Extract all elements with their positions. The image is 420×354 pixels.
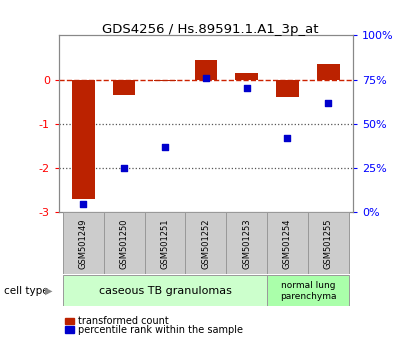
FancyBboxPatch shape [267,212,308,274]
Text: normal lung
parenchyma: normal lung parenchyma [280,281,336,301]
Text: GSM501255: GSM501255 [324,218,333,269]
Bar [113,80,135,95]
Bar [235,73,258,80]
FancyBboxPatch shape [267,275,349,306]
Bar [276,80,299,97]
FancyBboxPatch shape [226,212,267,274]
Bar [72,80,94,199]
Text: GSM501252: GSM501252 [201,218,210,269]
FancyBboxPatch shape [185,212,226,274]
Text: GSM501253: GSM501253 [242,218,251,269]
Text: GSM501249: GSM501249 [79,218,88,269]
Text: percentile rank within the sample: percentile rank within the sample [78,325,243,335]
Text: GSM501251: GSM501251 [160,218,169,269]
Point [325,100,332,105]
FancyBboxPatch shape [63,275,267,306]
Text: caseous TB granulomas: caseous TB granulomas [99,286,231,296]
Text: cell type: cell type [4,286,49,296]
Text: GSM501250: GSM501250 [120,218,129,269]
Text: GDS4256 / Hs.89591.1.A1_3p_at: GDS4256 / Hs.89591.1.A1_3p_at [102,23,318,36]
Point [162,144,168,150]
Text: transformed count: transformed count [78,316,168,326]
FancyBboxPatch shape [308,212,349,274]
FancyBboxPatch shape [104,212,144,274]
Text: ▶: ▶ [45,286,52,296]
FancyBboxPatch shape [63,212,104,274]
Point [121,165,128,171]
Point [80,201,87,206]
Bar [317,64,339,80]
Text: GSM501254: GSM501254 [283,218,292,269]
Bar [194,60,217,80]
FancyBboxPatch shape [144,212,185,274]
Point [243,86,250,91]
Point [284,135,291,141]
Point [202,75,209,81]
